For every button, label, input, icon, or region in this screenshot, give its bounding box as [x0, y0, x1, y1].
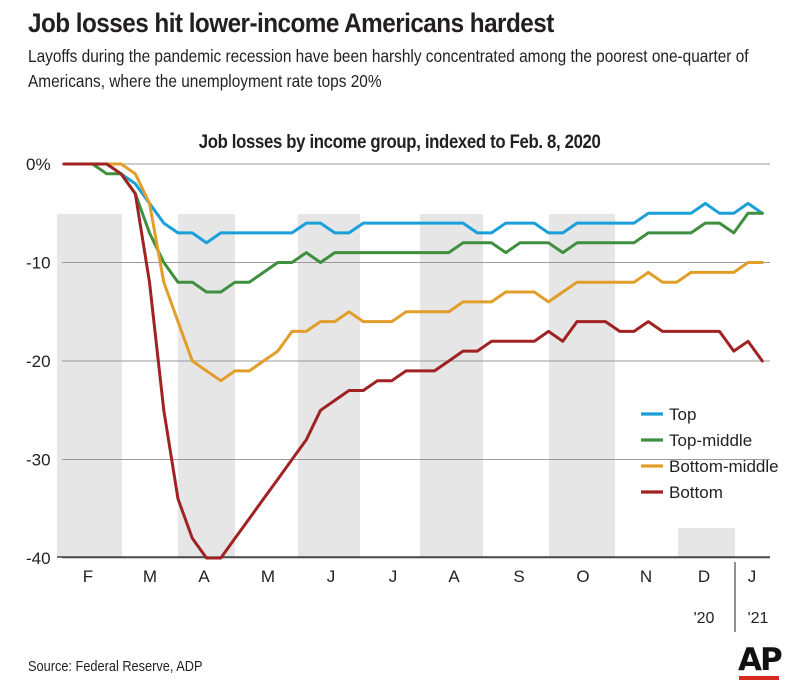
y-tick-label: -20 [26, 352, 51, 371]
x-axis-ticks: F M A M J J A S O N D J '20 '21 [83, 562, 769, 632]
year-label: '20 [694, 610, 715, 627]
x-tick-label: J [748, 567, 757, 586]
x-tick-label: S [513, 567, 524, 586]
x-tick-label: J [327, 567, 336, 586]
series-line-bottom-middle [62, 162, 764, 383]
x-tick-label: F [83, 567, 93, 586]
legend-label: Top-middle [669, 431, 752, 450]
x-tick-label: A [198, 567, 210, 586]
page-subtitle: Layoffs during the pandemic recession ha… [28, 46, 749, 91]
month-band [298, 214, 360, 557]
series-lines [62, 162, 764, 560]
source-note: Source: Federal Reserve, ADP [28, 659, 203, 675]
month-band [549, 214, 615, 557]
legend-label: Top [669, 405, 696, 424]
legend-label: Bottom [669, 483, 723, 502]
legend: Top Top-middle Bottom-middle Bottom [641, 405, 779, 502]
year-label: '21 [748, 610, 769, 627]
month-band [420, 214, 483, 557]
month-band [678, 528, 735, 557]
gridlines [57, 163, 770, 559]
month-band [57, 214, 122, 557]
x-tick-label: M [261, 567, 275, 586]
chart-title: Job losses by income group, indexed to F… [0, 131, 800, 154]
x-tick-label: N [640, 567, 652, 586]
series-line-bottom [62, 162, 764, 560]
y-tick-label: -40 [26, 549, 51, 568]
y-axis-ticks: 0% -10 -20 -30 -40 [26, 155, 51, 568]
ap-logo: AP [738, 642, 783, 680]
y-tick-label: -10 [26, 254, 51, 273]
y-tick-label: -30 [26, 451, 51, 470]
y-tick-label: 0% [26, 155, 51, 174]
legend-label: Bottom-middle [669, 457, 779, 476]
series-line-top-middle [62, 162, 764, 294]
chart-title-text: Job losses by income group, indexed to F… [199, 131, 601, 153]
series-line-top [62, 162, 764, 245]
x-tick-label: J [389, 567, 398, 586]
month-bands [57, 214, 735, 557]
x-tick-label: M [143, 567, 157, 586]
month-band [178, 214, 235, 557]
page-title: Job losses hit lower-income Americans ha… [28, 8, 554, 38]
x-tick-label: A [448, 567, 460, 586]
x-tick-label: D [698, 567, 710, 586]
x-tick-label: O [576, 567, 589, 586]
